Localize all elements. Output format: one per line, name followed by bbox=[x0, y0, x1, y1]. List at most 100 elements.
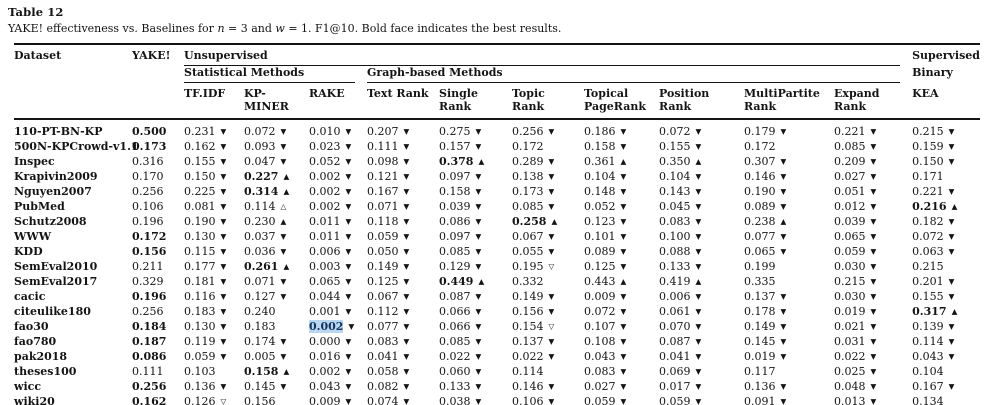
triangle-down-icon: ▼ bbox=[280, 352, 287, 361]
value-cell: 0.149 ▼ bbox=[367, 260, 439, 275]
value-cell: 0.058 ▼ bbox=[367, 365, 439, 380]
score-value: 0.137 bbox=[512, 335, 544, 348]
score-value: 0.017 bbox=[659, 380, 691, 393]
value-cell: 0.133 ▼ bbox=[439, 380, 512, 395]
triangle-down-icon: ▼ bbox=[948, 352, 955, 361]
triangle-down-icon: ▼ bbox=[345, 367, 352, 376]
score-value: 0.011 bbox=[309, 230, 341, 243]
value-cell: 0.002 ▼ bbox=[309, 170, 367, 185]
dataset-name: pak2018 bbox=[14, 350, 68, 363]
score-value: 0.027 bbox=[834, 170, 866, 183]
triangle-down-icon: ▼ bbox=[548, 307, 555, 316]
score-value: 0.058 bbox=[367, 365, 399, 378]
score-value: 0.019 bbox=[744, 350, 776, 363]
value-cell: 0.065 ▼ bbox=[744, 245, 834, 260]
triangle-down-icon: ▼ bbox=[345, 382, 352, 391]
triangle-down-icon: ▼ bbox=[280, 157, 287, 166]
score-value: 0.041 bbox=[367, 350, 399, 363]
triangle-down-icon: ▼ bbox=[870, 382, 877, 391]
triangle-down-icon: ▼ bbox=[695, 292, 702, 301]
triangle-down-icon: ▼ bbox=[345, 292, 352, 301]
score-value: 0.258 bbox=[512, 215, 547, 228]
triangle-down-open-icon: ▽ bbox=[220, 397, 227, 405]
table-row: pak2018 0.086 0.059 ▼ 0.005 ▼ 0.016 ▼ 0.041 ▼ 0.02… bbox=[14, 350, 980, 365]
score-value: 0.177 bbox=[184, 260, 216, 273]
score-value: 0.021 bbox=[834, 320, 866, 333]
value-cell: 0.126 ▽ bbox=[184, 395, 244, 405]
dataset-name: Nguyen2007 bbox=[14, 185, 92, 198]
score-value: 0.022 bbox=[439, 350, 471, 363]
triangle-up-icon: ▲ bbox=[283, 367, 290, 376]
value-cell: 0.150 ▼ bbox=[912, 155, 980, 170]
triangle-down-icon: ▼ bbox=[695, 217, 702, 226]
table-row: Inspec 0.316 0.155 ▼ 0.047 ▼ 0.052 ▼ 0.098 ▼ 0.378… bbox=[14, 155, 980, 170]
value-cell: 0.162 bbox=[132, 395, 184, 405]
value-cell: 0.156 bbox=[244, 395, 309, 405]
score-value: 0.145 bbox=[744, 335, 776, 348]
triangle-down-icon: ▼ bbox=[548, 247, 555, 256]
triangle-up-icon: ▲ bbox=[283, 187, 290, 196]
score-value: 0.148 bbox=[584, 185, 616, 198]
triangle-down-icon: ▼ bbox=[280, 277, 287, 286]
triangle-down-icon: ▼ bbox=[620, 217, 627, 226]
value-cell: 0.059 ▼ bbox=[367, 230, 439, 245]
score-value: 0.089 bbox=[744, 200, 776, 213]
value-cell: 0.187 bbox=[132, 335, 184, 350]
value-cell: 0.002 ▼ bbox=[309, 320, 367, 335]
value-cell: 0.031 ▼ bbox=[834, 335, 912, 350]
value-cell: 0.002 ▼ bbox=[309, 365, 367, 380]
value-cell: 0.207 ▼ bbox=[367, 119, 439, 140]
triangle-down-icon: ▼ bbox=[475, 187, 482, 196]
score-value: 0.316 bbox=[132, 155, 164, 168]
score-value: 0.065 bbox=[309, 275, 341, 288]
value-cell: 0.134 bbox=[912, 395, 980, 405]
score-value: 0.089 bbox=[584, 245, 616, 258]
value-cell: 0.111 ▼ bbox=[367, 140, 439, 155]
table-row: SemEval2010 0.211 0.177 ▼ 0.261 ▲ 0.003 ▼ 0.149 ▼… bbox=[14, 260, 980, 275]
value-cell: 0.107 ▼ bbox=[584, 320, 659, 335]
value-cell: 0.137 ▼ bbox=[744, 290, 834, 305]
triangle-down-icon: ▼ bbox=[475, 292, 482, 301]
score-value: 0.072 bbox=[912, 230, 944, 243]
triangle-down-icon: ▼ bbox=[280, 292, 287, 301]
value-cell: 0.051 ▼ bbox=[834, 185, 912, 200]
value-cell: 0.065 ▼ bbox=[834, 230, 912, 245]
value-cell: 0.449 ▲ bbox=[439, 275, 512, 290]
value-cell: 0.013 ▼ bbox=[834, 395, 912, 405]
score-value: 0.019 bbox=[834, 305, 866, 318]
triangle-down-icon: ▼ bbox=[948, 277, 955, 286]
triangle-down-open-icon: ▽ bbox=[548, 262, 555, 271]
dataset-name: 110-PT-BN-KP bbox=[14, 125, 103, 138]
value-cell: 0.143 ▼ bbox=[659, 185, 744, 200]
score-value: 0.121 bbox=[367, 170, 399, 183]
score-value: 0.133 bbox=[659, 260, 691, 273]
triangle-down-icon: ▼ bbox=[620, 307, 627, 316]
score-value: 0.085 bbox=[834, 140, 866, 153]
score-value: 0.149 bbox=[512, 290, 544, 303]
triangle-down-icon: ▼ bbox=[620, 367, 627, 376]
triangle-down-icon: ▼ bbox=[475, 247, 482, 256]
score-value: 0.071 bbox=[367, 200, 399, 213]
score-value: 0.051 bbox=[834, 185, 866, 198]
triangle-down-icon: ▼ bbox=[948, 322, 955, 331]
value-cell: 0.215 ▼ bbox=[912, 119, 980, 140]
value-cell: 0.089 ▼ bbox=[584, 245, 659, 260]
triangle-down-icon: ▼ bbox=[220, 337, 227, 346]
score-value: 0.419 bbox=[659, 275, 691, 288]
value-cell: 0.066 ▼ bbox=[439, 320, 512, 335]
score-value: 0.059 bbox=[367, 230, 399, 243]
triangle-down-icon: ▼ bbox=[475, 382, 482, 391]
score-value: 0.041 bbox=[659, 350, 691, 363]
score-value: 0.145 bbox=[244, 380, 276, 393]
col-header-kp-miner: KP-MINER bbox=[244, 83, 309, 120]
value-cell: 0.196 bbox=[132, 215, 184, 230]
triangle-down-icon: ▼ bbox=[220, 172, 227, 181]
value-cell: 0.021 ▼ bbox=[834, 320, 912, 335]
score-value: 0.009 bbox=[584, 290, 616, 303]
score-value: 0.155 bbox=[659, 140, 691, 153]
value-cell: 0.183 bbox=[244, 320, 309, 335]
triangle-down-icon: ▼ bbox=[620, 382, 627, 391]
triangle-down-icon: ▼ bbox=[780, 157, 787, 166]
triangle-down-icon: ▼ bbox=[403, 187, 410, 196]
value-cell: 0.112 ▼ bbox=[367, 305, 439, 320]
